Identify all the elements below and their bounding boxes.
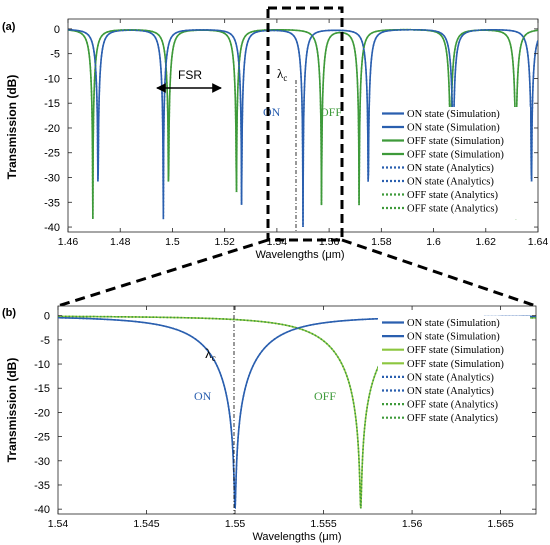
legend-entry: ON state (Simulation) [407,332,500,343]
legend-entry: ON state (Analytics) [407,163,494,174]
legend-entry: ON state (Simulation) [407,109,500,120]
legend-background [378,316,530,429]
x-axis-label-b: Wavelengths (μm) [252,531,341,543]
x-axis-label-a: Wavelengths (μm) [255,249,344,261]
x-ticks-b: 1.54 1.545 1.55 1.555 1.56 1.565 [48,306,514,530]
legend-a: ON state (Simulation) ON state (Simulatio… [378,107,530,219]
y-tick-label: -25 [44,148,60,160]
y-axis-label-a: Transmission (dB) [5,75,19,180]
x-tick-label: 1.58 [371,236,392,248]
legend-entry: OFF state (Simulation) [407,150,504,161]
x-tick-label: 1.5 [165,236,180,248]
on-label-a: ON [263,105,281,119]
panel-label-b: (b) [2,307,16,319]
legend-b: ON state (Simulation) ON state (Simulatio… [378,316,530,429]
y-tick-label: -20 [44,123,60,135]
x-tick-label: 1.555 [310,518,336,530]
y-tick-label: -40 [44,222,60,234]
x-tick-label: 1.56 [402,518,423,530]
y-tick-label: -15 [44,98,60,110]
y-tick-label: -20 [34,407,50,419]
y-tick-label: -40 [34,504,50,516]
legend-entry: OFF state (Analytics) [407,413,498,424]
y-tick-label: -5 [50,49,60,61]
x-tick-label: 1.54 [48,518,69,530]
y-tick-label: 0 [44,311,50,323]
x-tick-label: 1.56 [319,236,340,248]
panel-b: (b) 1.54 1.545 1.55 1.555 1.56 1.565 0 -5 -10 -1… [2,305,537,543]
legend-entry: ON state (Simulation) [407,123,500,134]
on-label-b: ON [194,389,212,403]
lambda-c-label-b: λc [205,347,216,363]
legend-background [378,107,530,219]
legend-entry: ON state (Analytics) [407,177,494,188]
x-tick-label: 1.54 [267,236,288,248]
panel-label-a: (a) [2,21,16,33]
y-ticks-a: 0 -5 -10 -15 -20 -25 -30 -35 -40 [44,24,538,234]
legend-entry: ON state (Analytics) [407,372,494,383]
zoom-connector-right [341,238,537,308]
x-tick-label: 1.55 [225,518,246,530]
off-analytics-curve [68,28,538,220]
zoom-region-box [266,6,344,242]
x-tick-label: 1.48 [110,236,131,248]
fsr-label: FSR [178,68,202,82]
zoom-connector-left [57,238,269,308]
y-tick-label: -10 [34,359,50,371]
lambda-c-label-a: λc [277,66,287,83]
x-tick-label: 1.46 [58,236,79,248]
y-tick-label: -5 [40,335,50,347]
x-tick-label: 1.6 [426,236,441,248]
x-tick-label: 1.52 [214,236,235,248]
y-tick-label: -30 [44,173,60,185]
x-tick-label: 1.565 [487,518,513,530]
y-tick-label: -35 [34,480,50,492]
y-ticks-b: 0 -5 -10 -15 -20 -25 -30 -35 -40 [34,311,536,516]
legend-entry: OFF state (Analytics) [407,190,498,201]
off-label-b: OFF [314,389,336,403]
x-tick-label: 1.545 [133,518,159,530]
y-axis-label-b: Transmission (dB) [5,358,19,463]
legend-entry: OFF state (Analytics) [407,204,498,215]
y-tick-label: -30 [34,456,50,468]
legend-entry: ON state (Analytics) [407,386,494,397]
on-analytics-curve [68,28,538,228]
legend-entry: OFF state (Simulation) [407,345,504,356]
panel-a: (a) 1.46 1.48 1.5 1.52 1.54 1.56 1.58 1.6 1.62 1.… [2,18,549,261]
off-label-a: OFF [320,105,342,119]
x-tick-label: 1.62 [476,236,497,248]
legend-entry: OFF state (Simulation) [407,359,504,370]
y-tick-label: 0 [54,24,60,36]
y-tick-label: -25 [34,432,50,444]
y-tick-label: -35 [44,197,60,209]
curves-a [68,28,538,228]
legend-entry: ON state (Simulation) [407,318,500,329]
x-tick-label: 1.64 [528,236,549,248]
y-tick-label: -10 [44,73,60,85]
legend-entry: OFF state (Analytics) [407,400,498,411]
legend-entry: OFF state (Simulation) [407,136,504,147]
y-tick-label: -15 [34,383,50,395]
